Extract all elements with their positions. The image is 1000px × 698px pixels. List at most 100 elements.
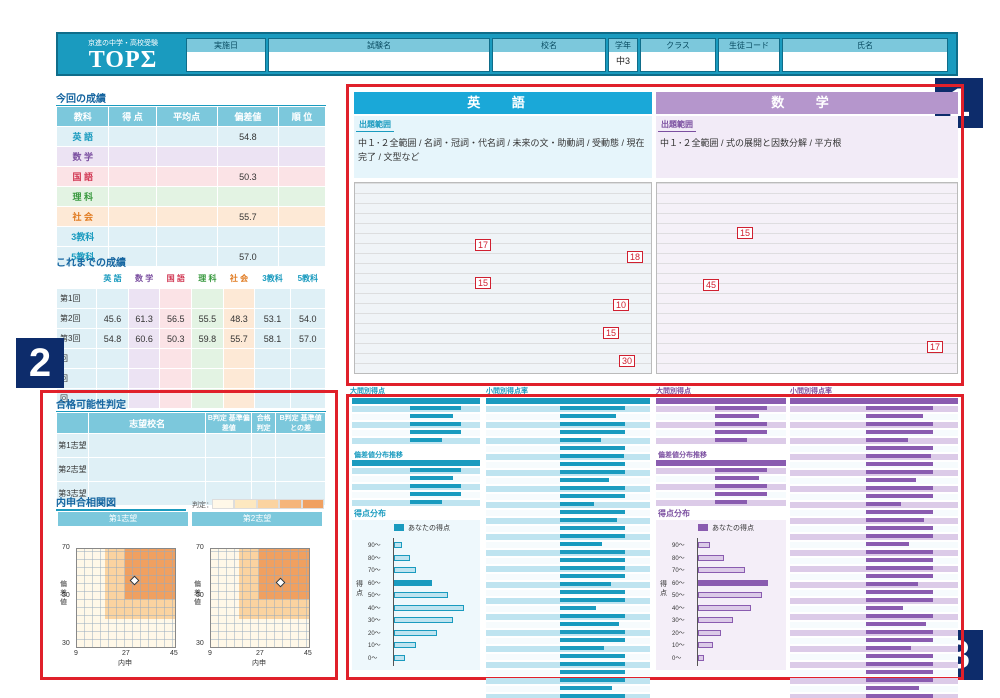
- mini-bar: [865, 502, 901, 506]
- history-label: 回: [55, 368, 98, 389]
- history-value: [159, 348, 193, 369]
- mini-bar: [559, 422, 626, 426]
- y-tick: 50: [62, 592, 70, 599]
- mini-bar: [559, 446, 626, 450]
- mini-row: [486, 558, 650, 565]
- mini-bar: [714, 500, 747, 504]
- history-value: 59.8: [191, 328, 224, 349]
- mini-bar: [865, 590, 933, 594]
- history-value: [222, 368, 256, 389]
- dist-tick: 80〜: [672, 555, 685, 562]
- mini-bar: [559, 486, 626, 490]
- current-dev: 50.3: [216, 166, 279, 187]
- current-row: 数 学: [55, 146, 327, 167]
- mini-row: [790, 558, 958, 565]
- dist-bar: [394, 542, 403, 548]
- mini-bar: [865, 598, 933, 602]
- history-value: [127, 348, 161, 369]
- pass-judge: [251, 457, 277, 482]
- mini-row: [790, 686, 958, 693]
- pass-diff: [275, 457, 326, 482]
- mini-row: [486, 462, 650, 469]
- dist-tick: 60〜: [672, 580, 685, 587]
- current-col-header: 偏差値: [216, 106, 279, 127]
- english-header: 英 語: [354, 92, 652, 114]
- y-tick: 70: [196, 544, 204, 551]
- header-label: 学年: [609, 39, 637, 52]
- dist-bar: [394, 567, 416, 573]
- current-score: [108, 206, 157, 227]
- mini-row: [790, 486, 958, 493]
- history-value: 57.0: [289, 328, 327, 349]
- history-value: [289, 368, 327, 389]
- x-tick: 45: [170, 650, 178, 657]
- pass-label: 第2志望: [56, 457, 89, 482]
- mini-row: [790, 550, 958, 557]
- x-tick: 27: [256, 650, 264, 657]
- header-cell-school: 校名: [492, 38, 606, 72]
- history-value: [191, 288, 224, 309]
- current-col-header: 得 点: [108, 106, 157, 127]
- header-cell-class: クラス: [640, 38, 716, 72]
- mini-row: [486, 398, 650, 405]
- dist-legend-label: あなたの得点: [712, 525, 754, 532]
- history-value: [159, 388, 193, 409]
- mini-bar: [865, 678, 933, 682]
- history-value: [159, 288, 193, 309]
- dist-tick: 50〜: [672, 593, 685, 599]
- en-dist-chart: あなたの得点 得点 90〜 80〜 70〜 60〜 50〜 40〜 30〜 20〜 10〜 0〜: [352, 520, 480, 670]
- mini-row: [790, 438, 958, 445]
- dist-bar: [698, 642, 713, 648]
- mini-bar: [865, 606, 903, 610]
- y-tick: 50: [196, 592, 204, 599]
- history-value: 58.1: [254, 328, 291, 349]
- current-row: 社 会 55.7: [55, 206, 327, 227]
- mini-row: [486, 454, 650, 461]
- pass-header: B判定 基準偏差値: [205, 412, 253, 434]
- section-2-highlight: [40, 390, 338, 680]
- mini-row: [790, 502, 958, 509]
- grid-lines: [77, 549, 175, 647]
- mini-row: [790, 510, 958, 517]
- mini-bar: [559, 646, 605, 650]
- history-row: 第3回 54.8 60.6 50.3 59.8 55.7 58.1 57.0: [55, 328, 327, 349]
- mini-row: [486, 422, 650, 429]
- x-tick: 27: [122, 650, 130, 657]
- score-mark: 15: [737, 227, 754, 239]
- mini-bar: [559, 414, 616, 418]
- dist-legend-swatch: [698, 524, 708, 531]
- history-value: [96, 368, 129, 389]
- mini-bar: [559, 510, 626, 514]
- mini-bar: [714, 492, 767, 496]
- header-cell-exam: 試験名: [268, 38, 490, 72]
- mini-row: [486, 606, 650, 613]
- mini-row: [790, 422, 958, 429]
- subject-label: 数 学: [55, 146, 110, 167]
- mini-bar: [559, 622, 619, 626]
- current-col-header: 順 位: [277, 106, 327, 127]
- dist-axis-title: 得点: [660, 581, 667, 597]
- mini-bar: [865, 470, 933, 474]
- mini-row: [352, 500, 480, 507]
- history-value: 50.3: [159, 328, 193, 349]
- mini-row: [486, 678, 650, 685]
- history-value: [127, 288, 161, 309]
- y-tick: 70: [62, 544, 70, 551]
- dist-tick: 30〜: [368, 618, 381, 624]
- current-avg: [155, 126, 218, 147]
- mini-row: [486, 494, 650, 501]
- current-dev: 57.0: [216, 246, 279, 267]
- mini-bar: [865, 414, 923, 418]
- history-row: 回: [55, 368, 327, 389]
- mini-bar: [409, 476, 454, 480]
- mini-row: [656, 414, 786, 421]
- mini-row: [486, 662, 650, 669]
- en-dev-title: 偏差値分布推移: [354, 452, 403, 459]
- pass-header: B判定 基準値との差: [275, 412, 326, 434]
- mini-bar: [559, 430, 626, 434]
- mini-row: [656, 500, 786, 507]
- dist-tick: 50〜: [368, 593, 381, 599]
- current-dev: [216, 226, 279, 247]
- mini-bar: [559, 630, 626, 634]
- mini-row: [486, 486, 650, 493]
